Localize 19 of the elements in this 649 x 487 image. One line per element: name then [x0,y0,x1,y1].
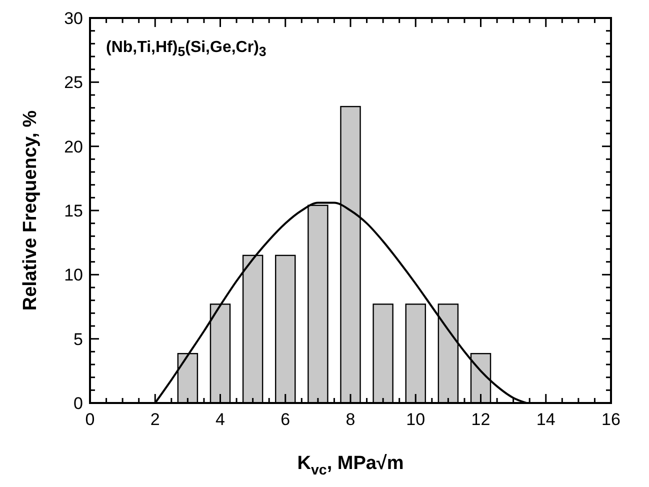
y-tick-label: 0 [74,394,83,413]
annotation: (Nb,Ti,Hf)$_{5}$(Si,Ge,Cr)$_{3}$ [106,38,266,62]
x-tick-label: 0 [85,410,95,429]
x-tick-label: 2 [150,410,160,429]
x-tick-label: 12 [471,410,490,429]
y-axis-title: Relative Frequency, % [20,110,41,311]
y-tick-label: 10 [64,266,83,285]
y-tick-label: 30 [64,9,83,28]
x-tick-label: 10 [406,410,426,429]
x-tick-label: 16 [602,410,620,429]
x-tick-label: 6 [280,410,290,429]
x-tick-label: 4 [216,410,225,429]
y-tick-label: 20 [64,137,83,156]
x-tick-label: 8 [346,410,356,429]
y-tick-label: 15 [64,202,83,220]
x-tick-label: 14 [536,410,556,429]
x-axis-title: K$_{vc}$, MPa√m [297,453,404,479]
y-tick-label: 25 [64,73,83,92]
y-tick-label: 5 [74,330,83,349]
